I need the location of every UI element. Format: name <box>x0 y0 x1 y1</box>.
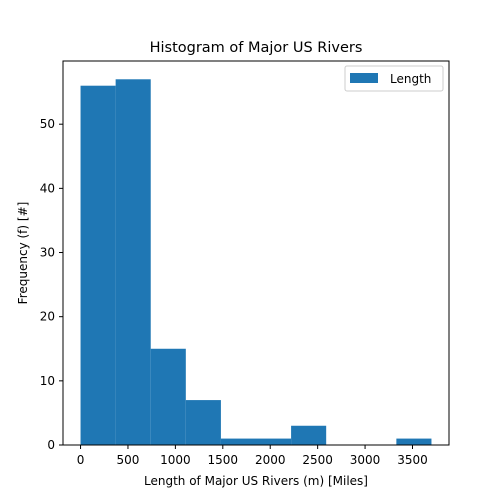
histogram-bar-3 <box>185 400 221 445</box>
chart-title: Histogram of Major US Rivers <box>150 40 363 56</box>
y-tick-label: 0 <box>47 438 55 452</box>
legend: Length <box>344 65 444 92</box>
histogram-bar-6 <box>291 425 327 445</box>
legend-box <box>344 65 444 92</box>
y-tick-label: 20 <box>40 310 55 324</box>
histogram-bar-9 <box>396 438 432 445</box>
legend-swatch <box>350 73 378 83</box>
x-tick-label: 3000 <box>350 453 381 467</box>
axes-group: 0 500 1000 1500 2000 2500 3000 3500 0 10 20 30 40 50 <box>40 60 450 467</box>
bars-group <box>80 79 432 446</box>
x-tick-label: 3500 <box>397 453 428 467</box>
x-tick-label: 2500 <box>302 453 333 467</box>
y-tick-label: 10 <box>40 374 55 388</box>
x-tick-label: 1500 <box>208 453 239 467</box>
histogram-bar-1 <box>115 79 151 446</box>
histogram-bar-2 <box>150 348 186 445</box>
y-tick-label: 40 <box>40 181 55 195</box>
histogram-bar-5 <box>256 438 292 445</box>
y-tick-label: 50 <box>40 117 55 131</box>
x-tick-label: 1000 <box>160 453 191 467</box>
legend-label: Length <box>390 72 431 86</box>
histogram-bar-0 <box>80 85 116 445</box>
histogram-bar-4 <box>220 438 256 445</box>
y-tick-label: 30 <box>40 246 55 260</box>
x-axis-label: Length of Major US Rivers (m) [Miles] <box>144 474 368 488</box>
y-axis-label: Frequency (f) [#] <box>16 202 30 305</box>
x-tick-label: 2000 <box>255 453 286 467</box>
x-tick-label: 500 <box>117 453 140 467</box>
x-tick-label: 0 <box>77 453 85 467</box>
